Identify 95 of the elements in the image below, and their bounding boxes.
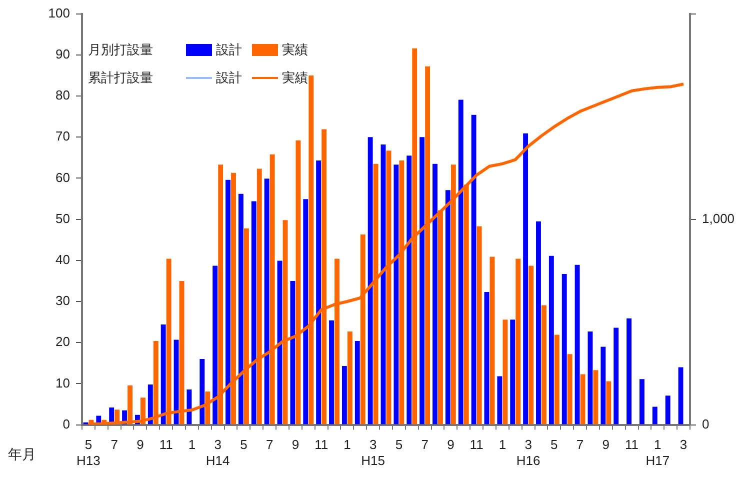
legend-label: 設計 (216, 69, 242, 87)
bar (212, 266, 218, 424)
bar (420, 137, 425, 424)
bar (502, 320, 508, 424)
bar (290, 280, 296, 424)
annotation: 累計打設量 (88, 69, 154, 87)
bar (567, 354, 572, 424)
bar (484, 292, 490, 424)
bar (640, 379, 644, 424)
bar (303, 199, 308, 424)
x-tick-label: 11 (159, 437, 173, 452)
bar (554, 334, 560, 424)
bar (200, 359, 205, 424)
x-tick-label: 11 (314, 437, 328, 452)
x-tick-label: 9 (602, 437, 610, 452)
bar (471, 114, 476, 424)
legend-label: 設計 (216, 41, 242, 59)
y-tick-label: 20 (56, 334, 70, 350)
x-tick-label: 3 H14 (206, 437, 230, 468)
bar (458, 100, 464, 424)
x-tick-label: 1 (498, 437, 506, 452)
x-axis-title: 年月 (8, 446, 36, 462)
bar (614, 328, 619, 424)
x-tick-label: 11 (470, 437, 484, 452)
legend-title: 月別打設量 (88, 41, 154, 59)
bar (562, 274, 567, 424)
x-tick-label: 5 H13 (76, 437, 100, 468)
bar (264, 178, 270, 424)
x-tick-label: 7 (421, 437, 428, 452)
y-tick-label: 50 (56, 210, 70, 226)
y-tick-label: 100 (48, 5, 70, 20)
bar (497, 376, 502, 424)
x-tick-label: 9 (136, 437, 144, 452)
bar (186, 389, 192, 424)
x-tick-label: 3 (680, 437, 688, 452)
bar (347, 332, 352, 424)
y2-tick-label: 0 (702, 416, 710, 432)
bar (548, 256, 554, 424)
x-tick-label: 11 (625, 437, 639, 452)
x-tick-label: 1 (188, 437, 196, 452)
bar (316, 160, 322, 424)
bar (600, 346, 606, 424)
bar (665, 396, 670, 424)
bar (652, 406, 658, 424)
bar (238, 194, 244, 424)
x-tick-label: 3 H15 (361, 437, 385, 468)
y2-tick-label: 1,000 (702, 210, 735, 226)
y-tick-label: 40 (56, 252, 70, 267)
bar (542, 305, 546, 424)
y-tick-label: 10 (56, 375, 70, 390)
bar (394, 164, 399, 424)
bar (329, 320, 334, 424)
x-tick-label: 9 (447, 437, 454, 452)
bar (354, 340, 360, 424)
bar (510, 320, 516, 424)
x-tick-label: 1 (344, 437, 351, 452)
bar (445, 190, 450, 424)
legend-label: 実績 (282, 69, 308, 87)
bar (160, 324, 166, 424)
bar (476, 226, 482, 424)
bar (432, 164, 438, 424)
legend-label: 実績 (282, 41, 308, 59)
y-tick-label: 90 (56, 46, 70, 62)
bar (593, 370, 598, 424)
bar (523, 133, 528, 424)
x-tick-label: 7 (110, 437, 118, 452)
bar (516, 258, 521, 424)
bar (580, 374, 586, 424)
x-tick-label: 7 (266, 437, 274, 452)
x-tick-label: 3 H16 (516, 437, 540, 468)
x-tick-label: 5 (395, 437, 403, 452)
bar (626, 318, 632, 424)
bar (406, 156, 412, 424)
x-tick-label: 5 (240, 437, 248, 452)
bar (226, 180, 230, 424)
bar (368, 137, 373, 424)
bar (574, 264, 580, 424)
bar (536, 221, 541, 424)
bar (588, 332, 593, 424)
y-tick-label: 70 (56, 128, 70, 144)
bar (251, 201, 256, 424)
bar (606, 381, 612, 424)
x-tick-label: 7 (576, 437, 584, 452)
y-tick-label: 80 (56, 88, 70, 103)
x-tick-label: 1 H17 (646, 437, 670, 468)
bar (528, 266, 534, 424)
bar (342, 366, 347, 424)
x-tick-label: 5 (550, 437, 558, 452)
x-tick-label: 9 (292, 437, 300, 452)
bar (148, 384, 153, 424)
y-tick-label: 30 (56, 293, 70, 308)
bar (490, 256, 495, 424)
y-tick-label: 0 (62, 416, 70, 432)
y-tick-label: 60 (56, 170, 70, 185)
bar (678, 367, 684, 424)
